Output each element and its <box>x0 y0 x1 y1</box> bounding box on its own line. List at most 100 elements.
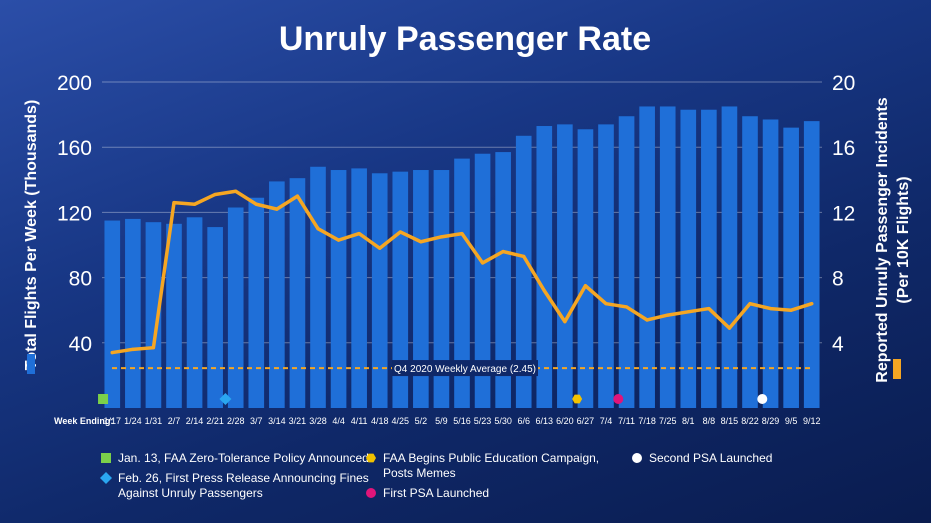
x-tick: 5/23 <box>474 416 492 426</box>
bar <box>721 106 738 408</box>
y-left-legend-swatch <box>27 354 35 374</box>
bar <box>145 222 162 408</box>
x-tick: 5/9 <box>435 416 448 426</box>
marker-layer <box>98 393 768 405</box>
tick-layer: 40 80 120 160 200 4 8 12 16 20 1/17 1/24 1/31 2/7 2/14… <box>57 72 855 426</box>
y-left-tick: 200 <box>57 72 92 95</box>
event-marker-hexagon <box>572 394 583 404</box>
x-tick: 2/21 <box>206 416 224 426</box>
x-tick: 3/21 <box>289 416 307 426</box>
line-point <box>460 231 464 236</box>
legend-label: FAA Begins Public Education Campaign, <box>383 451 599 465</box>
line-point <box>357 231 361 236</box>
x-tick: 8/29 <box>762 416 780 426</box>
x-tick: 9/5 <box>785 416 798 426</box>
line-point <box>686 310 690 314</box>
bar <box>618 116 635 408</box>
x-tick: 3/28 <box>309 416 327 426</box>
x-tick: 1/31 <box>145 416 163 426</box>
x-tick: 4/18 <box>371 416 389 426</box>
line-point <box>810 302 814 306</box>
event-marker-circle <box>613 394 624 404</box>
x-tick: 5/2 <box>415 416 428 426</box>
bar <box>557 124 573 408</box>
bar <box>803 121 820 409</box>
line-point <box>748 302 752 306</box>
x-tick: 5/30 <box>494 416 512 426</box>
y-right-tick: 8 <box>832 268 844 291</box>
x-tick: 6/27 <box>577 416 595 426</box>
bar <box>392 171 409 408</box>
line-layer <box>110 189 814 355</box>
line-point <box>666 313 670 317</box>
bar <box>166 223 182 408</box>
y-right-tick: 12 <box>832 202 855 225</box>
bar <box>310 166 326 408</box>
bar <box>536 126 553 408</box>
bar <box>330 170 347 408</box>
line-point <box>480 261 485 265</box>
y-right-tick: 16 <box>832 137 855 160</box>
x-tick: 6/20 <box>556 416 574 426</box>
y-right-axis-label-line2: (Per 10K Flights) <box>895 176 912 303</box>
x-tick: 3/7 <box>250 416 263 426</box>
legend-label-line2: Posts Memes <box>383 466 456 480</box>
x-tick: 4/11 <box>351 416 368 426</box>
bar <box>639 106 655 408</box>
x-tick: 4/4 <box>332 416 345 426</box>
x-tick: 7/25 <box>659 416 677 426</box>
line-point <box>295 194 300 198</box>
bar <box>413 170 429 408</box>
x-tick: 7/4 <box>600 416 613 426</box>
legend-marker-diamond <box>100 472 112 484</box>
bar <box>371 173 388 408</box>
line-point <box>213 192 217 197</box>
y-right-axis-label-line1: Reported Unruly Passenger Incidents <box>874 97 891 383</box>
line-point <box>398 230 402 234</box>
bar <box>289 178 306 408</box>
line-point <box>624 305 629 309</box>
y-right-tick: 4 <box>832 333 844 356</box>
event-marker-circle <box>757 394 768 404</box>
line-point <box>336 238 341 242</box>
bar-layer <box>104 106 820 409</box>
y-right-legend-swatch <box>893 359 901 379</box>
x-tick: 8/1 <box>682 416 695 426</box>
x-tick: 8/22 <box>741 416 759 426</box>
line-point <box>542 289 546 293</box>
line-point <box>378 246 382 250</box>
bar <box>783 127 799 408</box>
line-point <box>768 306 773 311</box>
legend-marker-hexagon <box>366 453 376 463</box>
bar <box>269 181 285 408</box>
line-point <box>110 350 114 355</box>
line-point <box>563 320 567 324</box>
line-point <box>131 347 135 351</box>
x-tick: 2/28 <box>227 416 245 426</box>
line-point <box>501 249 505 254</box>
bar <box>454 158 470 408</box>
line-point <box>419 240 423 244</box>
y-left-tick: 80 <box>69 268 92 291</box>
line-point <box>439 235 444 239</box>
x-tick: 8/8 <box>703 416 716 426</box>
line-point <box>275 207 279 211</box>
x-tick: 7/18 <box>638 416 656 426</box>
reference-label-bg <box>392 360 538 377</box>
bar <box>433 170 450 408</box>
bar <box>762 119 779 409</box>
line-point <box>789 308 793 312</box>
legend-label-line2: Against Unruly Passengers <box>118 486 263 500</box>
x-tick: 3/14 <box>268 416 286 426</box>
x-tick: 5/16 <box>453 416 471 426</box>
line-point <box>254 202 258 206</box>
x-tick: 4/25 <box>392 416 410 426</box>
x-tick: 1/24 <box>124 416 142 426</box>
x-tick: 2/14 <box>186 416 204 426</box>
line-point <box>192 202 197 206</box>
legend-label: Feb. 26, First Press Release Announcing … <box>118 471 369 485</box>
event-marker-diamond <box>219 393 232 405</box>
x-tick: 1/17 <box>104 416 122 426</box>
